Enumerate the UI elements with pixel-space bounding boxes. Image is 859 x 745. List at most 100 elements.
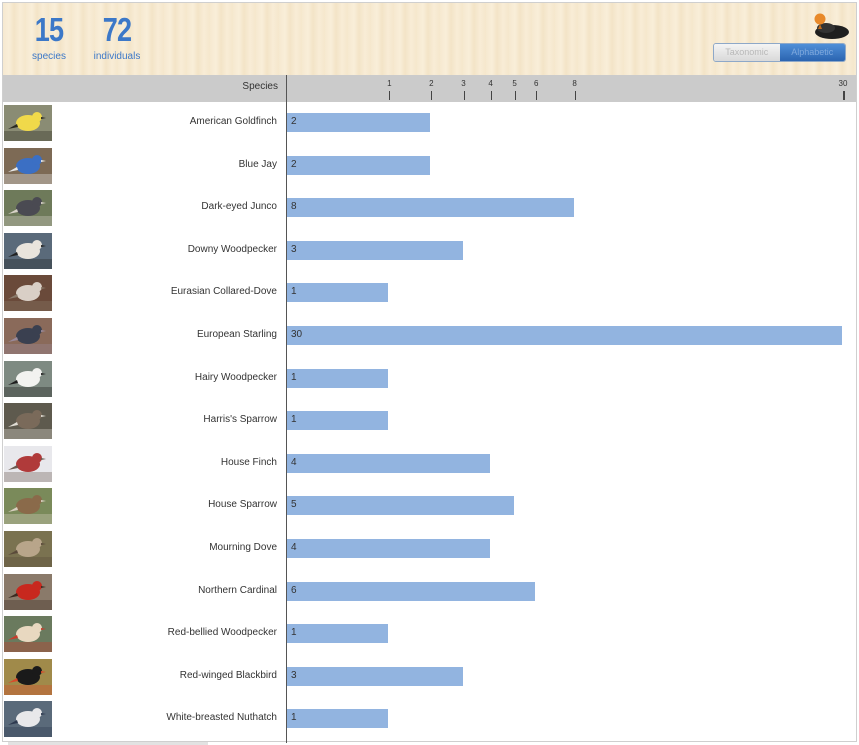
species-row[interactable]: House Sparrow 5 [3, 485, 856, 528]
count-value-label: 5 [291, 499, 297, 511]
bird-logo-icon [810, 11, 850, 41]
species-row[interactable]: Red-bellied Woodpecker 1 [3, 613, 856, 656]
bird-photo-thumbnail [4, 573, 52, 610]
count-value-label: 4 [291, 542, 297, 553]
count-bar [287, 709, 389, 729]
count-bar [287, 581, 536, 601]
count-bar [287, 411, 389, 431]
species-row[interactable]: Red-winged Blackbird 3 [3, 656, 856, 699]
bird-photo-thumbnail [4, 701, 52, 738]
count-bar [287, 113, 431, 132]
x-tick-mark [490, 91, 492, 100]
species-row[interactable]: Harris's Sparrow 1 [3, 400, 856, 443]
x-tick-mark [514, 91, 516, 100]
count-value-label: 6 [291, 584, 297, 596]
count-bar [287, 155, 431, 175]
bird-photo-thumbnail [4, 318, 52, 354]
x-tick-label: 6 [533, 79, 539, 88]
species-row[interactable]: White-breasted Nuthatch 1 [3, 698, 856, 741]
count-bar [287, 539, 490, 558]
individuals-label: individuals [93, 51, 141, 62]
count-bar [287, 326, 842, 345]
x-tick-mark [431, 91, 433, 100]
count-value-label: 30 [291, 329, 303, 340]
bird-photo-thumbnail [4, 190, 52, 227]
species-count: 15 [34, 11, 64, 48]
x-axis-ticks: 1 2 3 4 5 6 8 30 [287, 75, 856, 102]
x-tick-mark [843, 91, 845, 100]
bird-photo-thumbnail [4, 105, 52, 141]
axis-header: Species 1 2 3 4 5 6 8 30 [3, 75, 856, 102]
x-tick-label: 2 [429, 79, 434, 88]
x-tick-label: 4 [488, 79, 493, 88]
count-bar [287, 283, 389, 303]
count-value-label: 1 [291, 627, 297, 639]
species-name: Downy Woodpecker [187, 243, 277, 255]
species-label: species [32, 51, 66, 62]
x-tick-mark [463, 91, 465, 100]
x-tick-label: 8 [572, 79, 577, 88]
species-row[interactable]: European Starling 30 [3, 315, 856, 358]
species-name: Harris's Sparrow [203, 414, 277, 426]
species-row[interactable]: Blue Jay 2 [3, 145, 856, 188]
species-name: Northern Cardinal [198, 584, 277, 596]
sort-taxonomic-button[interactable]: Taxonomic [714, 44, 780, 61]
count-value-label: 2 [291, 116, 297, 127]
species-row[interactable]: Eurasian Collared-Dove 1 [3, 272, 856, 315]
species-name: Hairy Woodpecker [194, 371, 277, 383]
species-column-header: Species [242, 81, 278, 92]
species-row[interactable]: Mourning Dove 4 [3, 528, 856, 571]
count-value-label: 3 [291, 243, 297, 255]
bird-photo-thumbnail [4, 360, 52, 397]
bird-photo-thumbnail [4, 531, 52, 567]
sort-alphabetic-button[interactable]: Alphabetic [779, 44, 845, 61]
count-value-label: 1 [291, 371, 297, 383]
x-tick-mark [389, 91, 391, 100]
bird-photo-thumbnail [4, 147, 52, 184]
species-name: House Finch [220, 456, 277, 468]
bird-photo-thumbnail [4, 403, 52, 440]
species-name: House Sparrow [208, 499, 277, 511]
count-value-label: 8 [291, 201, 297, 213]
species-name: White-breasted Nuthatch [166, 712, 277, 724]
species-row[interactable]: American Goldfinch 2 [3, 102, 856, 145]
species-name: European Starling [196, 329, 277, 340]
bird-photo-thumbnail [4, 488, 52, 525]
count-value-label: 1 [291, 414, 297, 426]
count-bar [287, 496, 514, 516]
count-value-label: 1 [291, 286, 297, 298]
species-row[interactable]: Dark-eyed Junco 8 [3, 187, 856, 230]
species-name: Eurasian Collared-Dove [170, 286, 277, 298]
count-bar [287, 666, 463, 686]
species-row[interactable]: House Finch 4 [3, 443, 856, 486]
individuals-count: 72 [102, 11, 132, 48]
x-tick-mark [574, 91, 576, 100]
bird-photo-thumbnail [4, 275, 52, 312]
species-name: Mourning Dove [209, 542, 277, 553]
count-bar [287, 240, 463, 260]
count-value-label: 3 [291, 669, 297, 681]
x-tick-label: 5 [512, 79, 517, 88]
count-value-label: 4 [291, 456, 297, 468]
horizontal-scrollbar[interactable] [8, 742, 208, 745]
species-name: American Goldfinch [189, 116, 277, 127]
species-name: Blue Jay [238, 158, 277, 170]
species-name: Red-winged Blackbird [179, 669, 277, 681]
x-tick-label: 3 [461, 79, 466, 88]
bird-photo-thumbnail [4, 616, 52, 653]
count-bar [287, 453, 490, 473]
species-name: Red-bellied Woodpecker [167, 627, 277, 639]
species-row[interactable]: Hairy Woodpecker 1 [3, 358, 856, 401]
species-row[interactable]: Northern Cardinal 6 [3, 571, 856, 614]
bird-photo-thumbnail [4, 658, 52, 695]
x-tick-label: 30 [838, 79, 848, 88]
bird-photo-thumbnail [4, 445, 52, 482]
x-tick-mark [536, 91, 538, 100]
x-tick-label: 1 [387, 79, 392, 88]
count-bar [287, 624, 389, 644]
count-bar [287, 368, 389, 388]
species-row[interactable]: Downy Woodpecker 3 [3, 230, 856, 273]
summary-header: 15 species 72 individuals Taxonomic Alph… [3, 3, 856, 76]
count-bar [287, 198, 574, 218]
